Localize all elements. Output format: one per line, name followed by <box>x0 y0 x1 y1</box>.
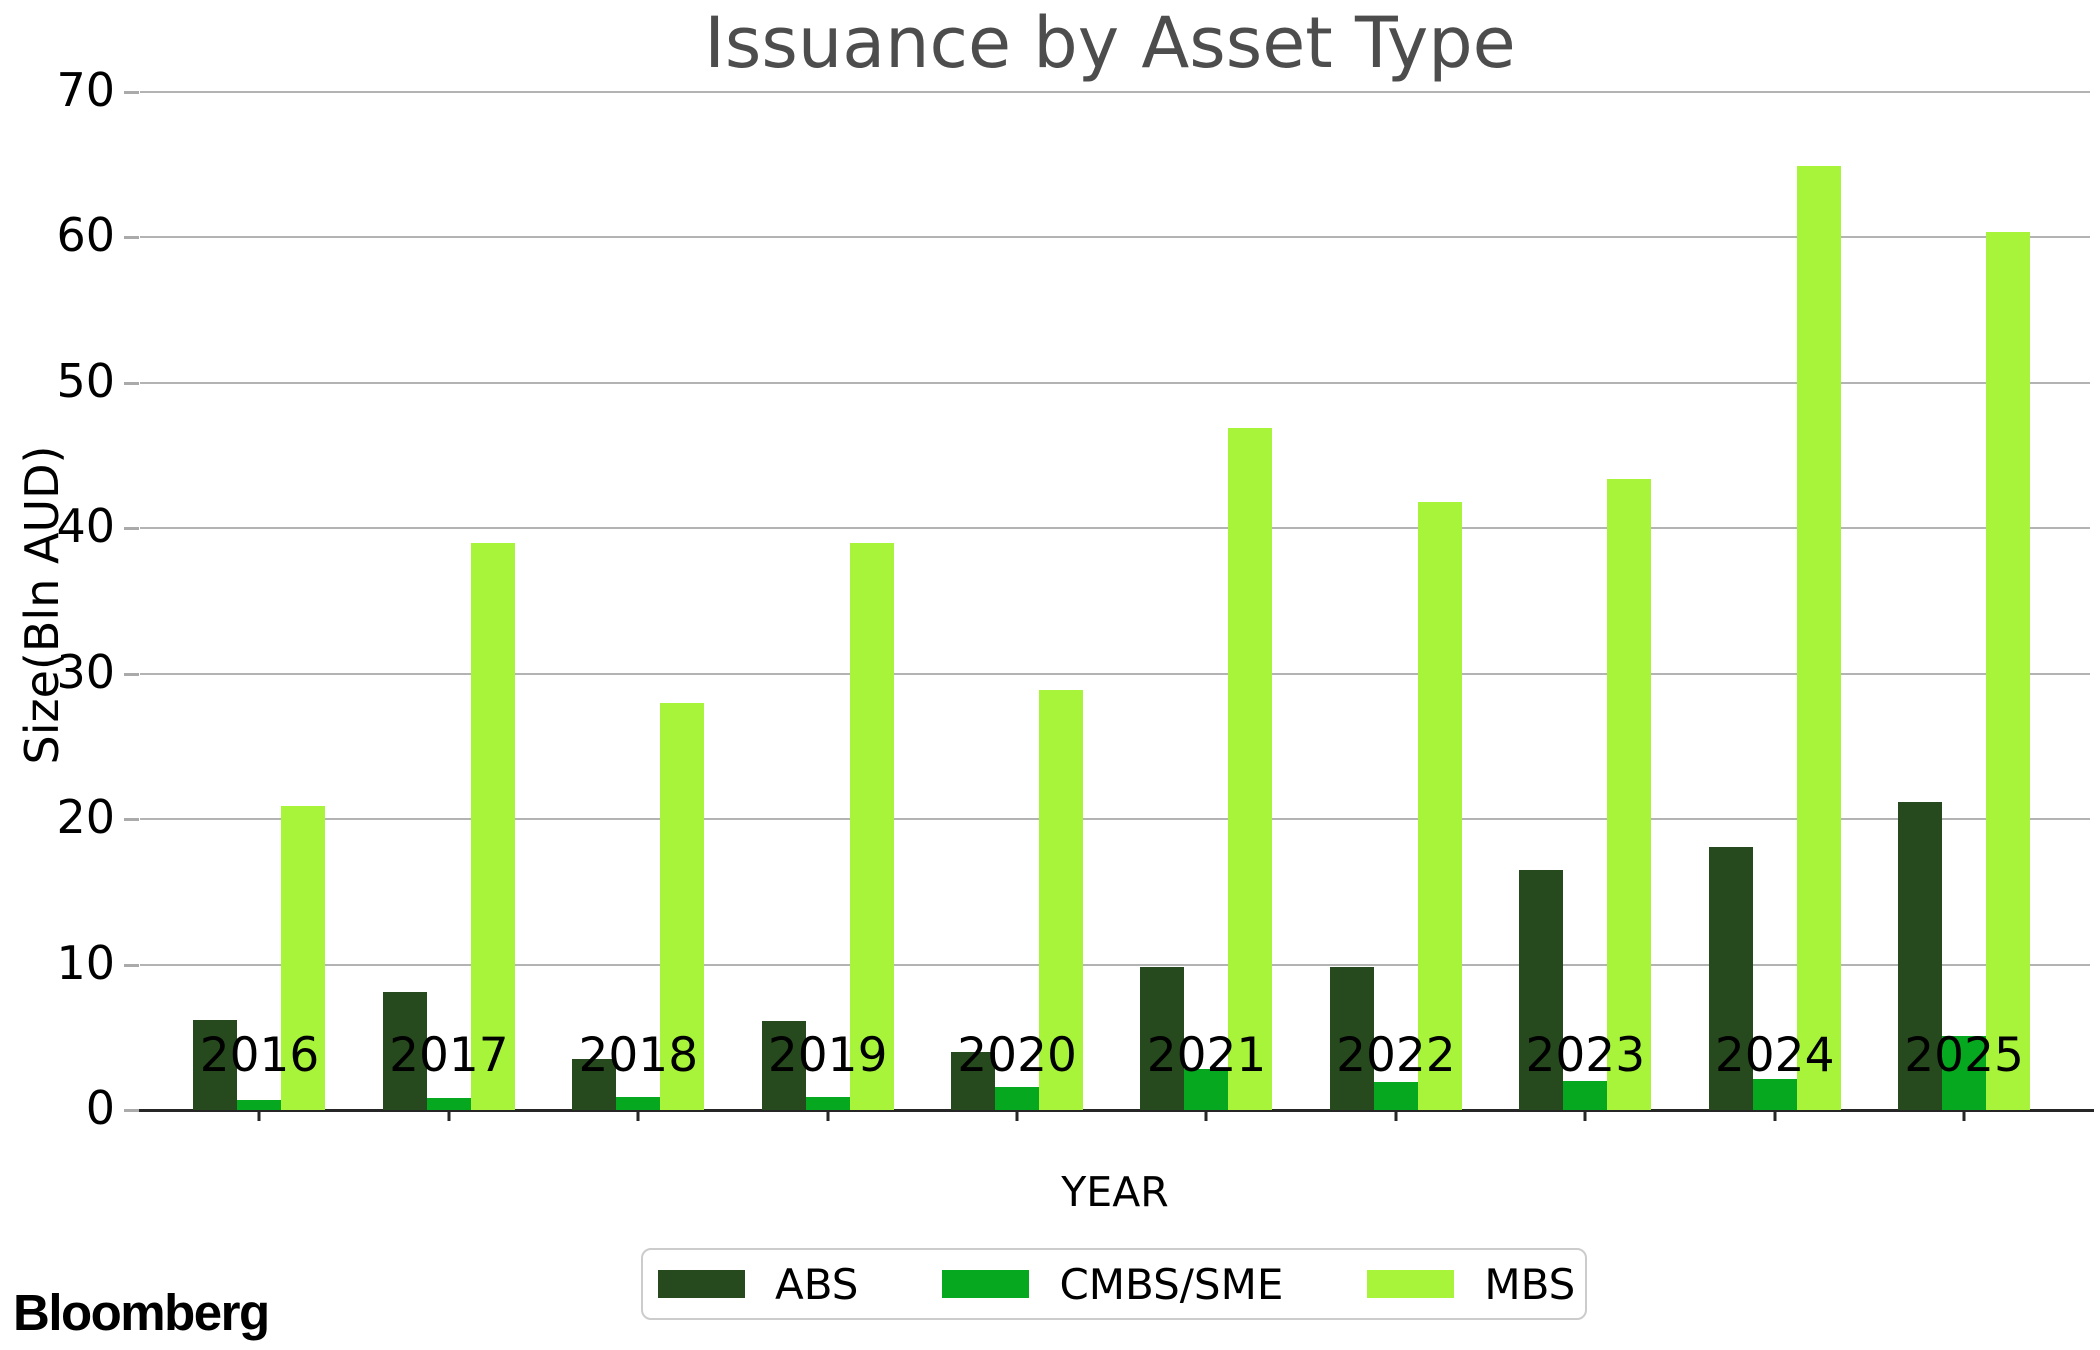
bar-group-2022 <box>1301 92 1490 1121</box>
bar-group-2016 <box>165 92 354 1121</box>
bar-cmbs-sme-2025 <box>1942 1035 1987 1110</box>
bar-group-2024 <box>1680 92 1869 1121</box>
y-tick-label-60: 60 <box>56 208 115 263</box>
legend-swatch-abs <box>658 1270 745 1298</box>
x-tick-label-2023: 2023 <box>1525 1028 1646 1083</box>
bar-abs-2019 <box>761 1021 806 1110</box>
x-axis-line <box>136 1109 2094 1112</box>
x-tick-label-2018: 2018 <box>578 1028 699 1083</box>
bar-mbs-2020 <box>1039 689 1084 1110</box>
legend-label-cmbs-sme: CMBS/SME <box>1059 1259 1284 1309</box>
legend-swatch-mbs <box>1367 1270 1455 1298</box>
x-tick-mark-2024 <box>1773 1110 1777 1121</box>
x-tick-label-2021: 2021 <box>1146 1028 1267 1083</box>
legend-item-cmbs-sme: CMBS/SME <box>942 1260 1283 1309</box>
bar-mbs-2021 <box>1228 427 1273 1110</box>
bar-abs-2022 <box>1329 967 1374 1110</box>
bar-mbs-2019 <box>849 542 894 1110</box>
legend: ABS CMBS/SME MBS <box>641 1248 1587 1320</box>
plot-area: 0 10 20 30 40 50 60 70 <box>56 63 2094 1135</box>
bar-mbs-2023 <box>1607 478 1652 1110</box>
bar-abs-2020 <box>951 1051 996 1110</box>
y-tick-label-30: 30 <box>56 644 115 699</box>
y-tick-mark-0 <box>124 1109 139 1112</box>
bar-group-2020 <box>922 92 1111 1121</box>
gridline-60 <box>140 236 2090 239</box>
bar-abs-2017 <box>382 992 427 1110</box>
bar-group-2017 <box>354 92 543 1121</box>
x-tick-label-2022: 2022 <box>1336 1028 1456 1083</box>
x-tick-mark-2025 <box>1962 1110 1966 1121</box>
bar-cmbs-sme-2016 <box>237 1099 282 1110</box>
bar-mbs-2017 <box>470 542 515 1110</box>
bar-abs-2016 <box>193 1019 238 1110</box>
bar-group-2025 <box>1869 92 2058 1121</box>
bar-mbs-2024 <box>1796 166 1841 1110</box>
x-tick-label-2024: 2024 <box>1714 1028 1835 1083</box>
y-tick-label-40: 40 <box>56 499 115 554</box>
chart-title: Issuance by Asset Type <box>704 2 1516 84</box>
bar-mbs-2025 <box>1986 231 2031 1110</box>
x-tick-mark-2016 <box>257 1110 261 1121</box>
x-axis-label: YEAR <box>1061 1168 1169 1216</box>
x-tick-mark-2021 <box>1204 1110 1208 1121</box>
legend-label-mbs: MBS <box>1484 1259 1576 1309</box>
y-tick-label-10: 10 <box>56 935 115 990</box>
bar-abs-2025 <box>1898 801 1943 1110</box>
legend-label-abs: ABS <box>775 1259 859 1309</box>
x-tick-mark-2017 <box>447 1110 451 1121</box>
bar-cmbs-sme-2018 <box>616 1096 661 1110</box>
y-tick-mark-10 <box>124 963 139 967</box>
x-tick-label-2020: 2020 <box>957 1028 1077 1083</box>
gridline-30 <box>140 672 2090 675</box>
y-tick-mark-20 <box>124 818 139 822</box>
y-tick-label-70: 70 <box>56 62 115 117</box>
bar-cmbs-sme-2020 <box>995 1086 1040 1110</box>
bar-cmbs-sme-2017 <box>426 1098 471 1110</box>
x-tick-label-2017: 2017 <box>389 1028 509 1083</box>
y-tick-mark-40 <box>124 527 139 531</box>
x-tick-mark-2022 <box>1394 1110 1398 1121</box>
x-tick-mark-2023 <box>1583 1110 1587 1121</box>
legend-item-mbs: MBS <box>1367 1260 1575 1309</box>
bar-cmbs-sme-2023 <box>1563 1080 1608 1110</box>
bar-cmbs-sme-2022 <box>1373 1082 1418 1110</box>
x-tick-mark-2018 <box>636 1110 640 1121</box>
y-tick-mark-60 <box>124 236 139 240</box>
x-tick-label-2019: 2019 <box>767 1028 888 1083</box>
legend-swatch-cmbs-sme <box>942 1270 1030 1298</box>
y-tick-label-50: 50 <box>56 353 115 408</box>
gridline-50 <box>140 381 2090 384</box>
gridline-40 <box>140 527 2090 530</box>
x-tick-mark-2020 <box>1015 1110 1019 1121</box>
x-tick-label-2025: 2025 <box>1904 1028 2024 1083</box>
x-tick-label-2016: 2016 <box>199 1028 320 1083</box>
bar-group-2019 <box>733 92 922 1121</box>
bar-group-2023 <box>1491 92 1680 1121</box>
y-tick-mark-30 <box>124 672 139 676</box>
bar-group-2018 <box>544 92 733 1121</box>
bar-cmbs-sme-2019 <box>805 1096 850 1110</box>
x-tick-mark-2019 <box>826 1110 830 1121</box>
bar-cmbs-sme-2024 <box>1752 1079 1797 1110</box>
gridline-10 <box>140 963 2090 966</box>
bar-mbs-2018 <box>660 702 705 1110</box>
bar-abs-2021 <box>1140 967 1185 1110</box>
bar-abs-2018 <box>572 1059 617 1110</box>
y-tick-label-0: 0 <box>85 1080 115 1135</box>
bar-abs-2024 <box>1708 846 1753 1110</box>
legend-item-abs: ABS <box>658 1260 858 1309</box>
y-tick-label-20: 20 <box>56 789 115 844</box>
bar-group-2021 <box>1112 92 1301 1121</box>
gridline-70 <box>140 91 2090 93</box>
bar-cmbs-sme-2021 <box>1184 1069 1229 1110</box>
gridline-20 <box>140 818 2090 821</box>
bar-mbs-2016 <box>281 806 326 1110</box>
y-tick-mark-50 <box>124 381 139 385</box>
bar-mbs-2022 <box>1417 502 1462 1110</box>
bloomberg-logo: Bloomberg <box>13 1284 270 1341</box>
y-tick-mark-70 <box>124 91 139 94</box>
bar-abs-2023 <box>1519 870 1564 1110</box>
